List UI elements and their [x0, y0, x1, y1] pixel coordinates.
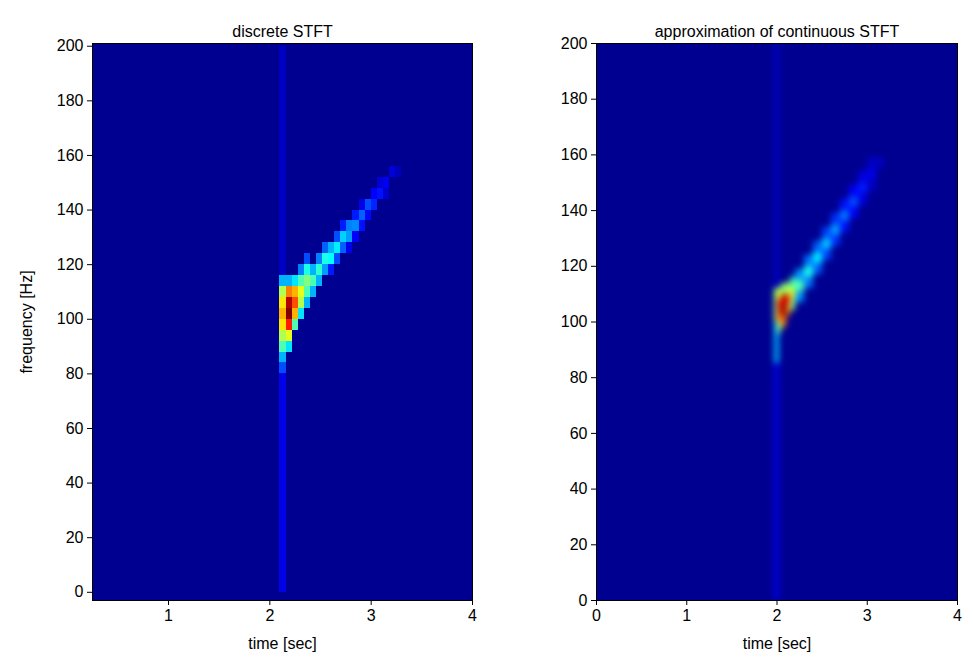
svg-text:180: 180	[561, 90, 588, 107]
svg-text:frequency [Hz]: frequency [Hz]	[18, 270, 35, 373]
svg-text:80: 80	[66, 365, 84, 382]
svg-text:1: 1	[164, 607, 173, 624]
svg-text:3: 3	[367, 607, 376, 624]
svg-text:0: 0	[579, 592, 588, 609]
svg-text:40: 40	[66, 474, 84, 491]
svg-text:2: 2	[265, 607, 274, 624]
svg-text:200: 200	[561, 35, 588, 52]
svg-text:100: 100	[57, 310, 84, 327]
svg-text:60: 60	[66, 420, 84, 437]
svg-text:140: 140	[57, 201, 84, 218]
svg-text:180: 180	[57, 92, 84, 109]
svg-text:time [sec]: time [sec]	[743, 635, 811, 652]
svg-text:1: 1	[682, 607, 691, 624]
svg-text:2: 2	[773, 607, 782, 624]
svg-text:120: 120	[561, 257, 588, 274]
svg-text:approximation of continuous ST: approximation of continuous STFT	[655, 23, 900, 40]
svg-text:60: 60	[570, 425, 588, 442]
svg-text:time [sec]: time [sec]	[248, 635, 316, 652]
svg-text:3: 3	[863, 607, 872, 624]
svg-text:0: 0	[592, 607, 601, 624]
svg-text:discrete STFT: discrete STFT	[232, 23, 333, 40]
svg-text:4: 4	[953, 607, 962, 624]
svg-text:0: 0	[75, 583, 84, 600]
svg-text:160: 160	[57, 147, 84, 164]
svg-text:20: 20	[570, 536, 588, 553]
svg-text:120: 120	[57, 256, 84, 273]
svg-text:200: 200	[57, 37, 84, 54]
svg-text:40: 40	[570, 480, 588, 497]
svg-text:20: 20	[66, 529, 84, 546]
svg-text:160: 160	[561, 146, 588, 163]
svg-text:4: 4	[468, 607, 477, 624]
svg-text:80: 80	[570, 369, 588, 386]
svg-text:140: 140	[561, 202, 588, 219]
svg-text:100: 100	[561, 313, 588, 330]
